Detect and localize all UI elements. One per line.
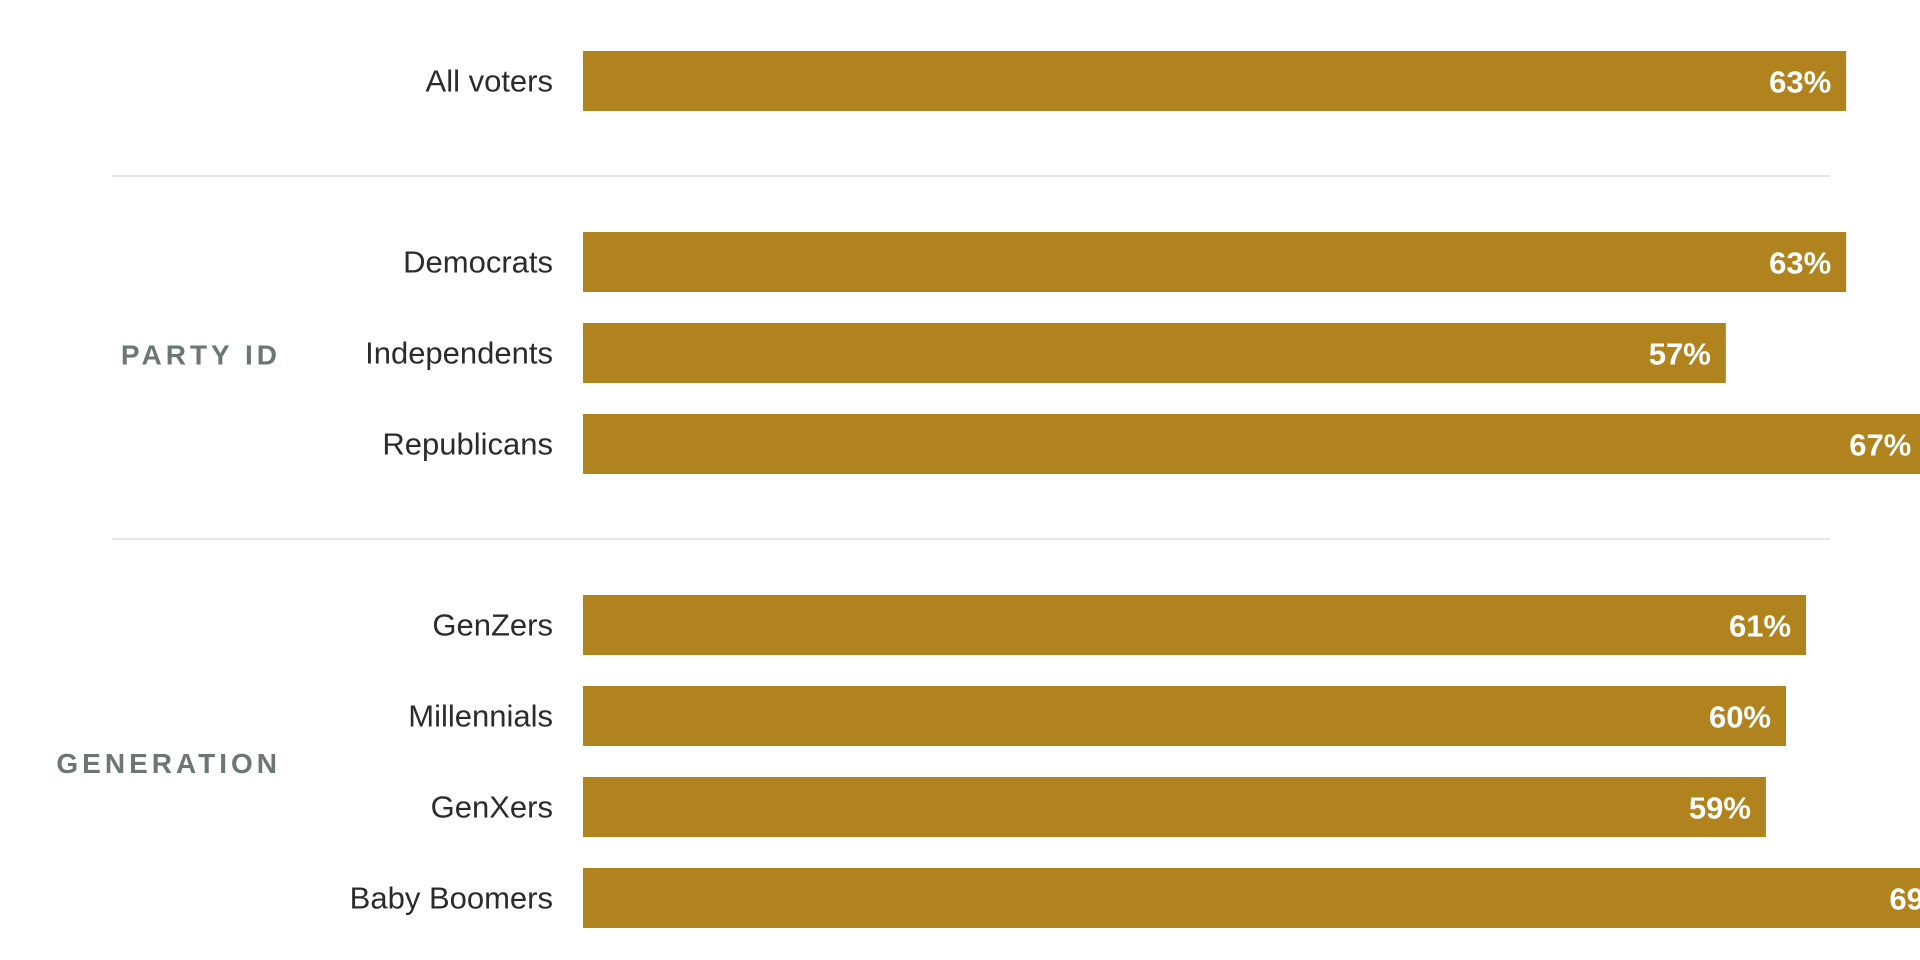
bar-genxers (583, 777, 1766, 837)
bar-genzers (583, 595, 1807, 655)
bar-baby-boomers (583, 868, 1920, 928)
value-label-genzers: 61% (1729, 609, 1791, 644)
value-label-democrats: 63% (1769, 246, 1831, 281)
bar-democrats (583, 232, 1847, 292)
value-label-millennials: 60% (1709, 700, 1771, 735)
bar-all-voters (583, 51, 1847, 111)
value-label-republicans: 67% (1849, 428, 1911, 463)
category-label-genzers: GenZers (432, 608, 553, 643)
category-label-all-voters: All voters (426, 64, 553, 99)
value-label-genxers: 59% (1689, 791, 1751, 826)
bar-independents (583, 323, 1726, 383)
group-label-generation: GENERATION (56, 748, 281, 779)
bar-republicans (583, 414, 1920, 474)
category-label-republicans: Republicans (382, 427, 553, 462)
value-label-all-voters: 63% (1769, 65, 1831, 100)
value-label-baby-boomers: 69% (1889, 882, 1920, 917)
category-label-baby-boomers: Baby Boomers (350, 881, 553, 916)
category-label-democrats: Democrats (403, 245, 553, 280)
category-label-millennials: Millennials (408, 699, 553, 734)
bar-millennials (583, 686, 1786, 746)
category-label-independents: Independents (365, 336, 553, 371)
group-label-party-id: PARTY ID (121, 340, 281, 371)
category-label-genxers: GenXers (431, 790, 553, 825)
value-label-independents: 57% (1649, 337, 1711, 372)
